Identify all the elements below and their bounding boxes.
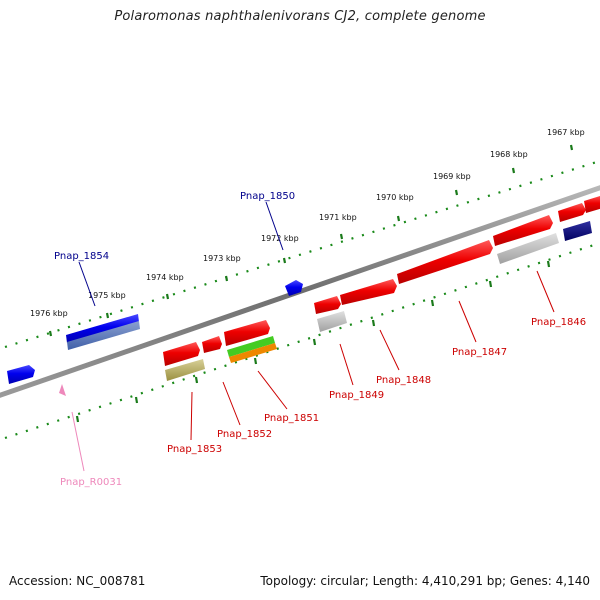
gene-feature-green[interactable] — [227, 336, 275, 357]
gene-label-pnap-1847[interactable]: Pnap_1847 — [452, 347, 507, 358]
gene-label-pnap-1853[interactable]: Pnap_1853 — [167, 444, 222, 455]
tick-label: 1974 kbp — [146, 273, 184, 282]
tick-label: 1970 kbp — [376, 193, 414, 202]
gene-feature-pnap-1852[interactable] — [202, 336, 222, 353]
tick-label: 1968 kbp — [490, 150, 528, 159]
gene-label-pnap-1849[interactable]: Pnap_1849 — [329, 390, 384, 401]
gene-feature-pnap-1848[interactable] — [340, 279, 397, 305]
gene-feature-pnap-1846[interactable] — [493, 215, 553, 246]
gene-label-pnap-r0031[interactable]: Pnap_R0031 — [60, 477, 122, 488]
gene-label-pnap-1851[interactable]: Pnap_1851 — [264, 413, 319, 424]
gene-feature-gray-1846[interactable] — [497, 233, 559, 264]
tick-label: 1976 kbp — [30, 309, 68, 318]
tick-label: 1969 kbp — [433, 172, 471, 181]
outer-major-ticks — [48, 144, 574, 337]
gene-feature-red-right-1[interactable] — [558, 203, 586, 222]
gene-label-pnap-1846[interactable]: Pnap_1846 — [531, 317, 586, 328]
gene-feature-pnap-1849[interactable] — [314, 296, 341, 314]
gene-feature-pnap-1854-b[interactable] — [67, 321, 140, 350]
topology-text: Topology: circular; Length: 4,410,291 bp… — [260, 574, 590, 588]
tick-label: 1973 kbp — [203, 254, 241, 263]
tick-label: 1975 kbp — [88, 291, 126, 300]
gene-label-pnap-1850[interactable]: Pnap_1850 — [240, 191, 295, 202]
gene-feature-pnap-1850[interactable] — [285, 280, 303, 296]
gene-feature-pnap-1851[interactable] — [224, 320, 270, 346]
tick-label: 1972 kbp — [261, 234, 299, 243]
gene-feature-pnap-1847[interactable] — [397, 240, 493, 284]
accession-text: Accession: NC_008781 — [9, 574, 146, 588]
gene-feature-orange[interactable] — [229, 343, 277, 363]
gene-feature-red-right-2[interactable] — [584, 195, 600, 213]
gene-feature-pnap-1854[interactable] — [66, 314, 139, 343]
gene-feature-gray-1849[interactable] — [317, 311, 347, 332]
tick-label: 1967 kbp — [547, 128, 585, 137]
tick-label: 1971 kbp — [319, 213, 357, 222]
gene-labels: Pnap_1854 Pnap_1850 Pnap_1853 Pnap_1852 … — [54, 191, 586, 488]
reverse-features — [163, 195, 600, 381]
gene-feature-left-blue[interactable] — [7, 365, 35, 384]
gene-feature-navy[interactable] — [563, 221, 592, 241]
leader-lines — [71, 201, 555, 472]
gene-label-pnap-1848[interactable]: Pnap_1848 — [376, 375, 431, 386]
gene-label-pnap-1852[interactable]: Pnap_1852 — [217, 429, 272, 440]
forward-features — [7, 221, 592, 384]
gene-feature-pnap-1853-red[interactable] — [163, 342, 200, 366]
map-title: Polaromonas naphthalenivorans CJ2, compl… — [114, 9, 486, 24]
rna-feature-pnap-r0031[interactable] — [59, 384, 66, 396]
scale-labels: 1976 kbp 1975 kbp 1974 kbp 1973 kbp 1972… — [30, 128, 585, 318]
gene-label-pnap-1854[interactable]: Pnap_1854 — [54, 251, 109, 262]
inner-major-ticks — [75, 260, 551, 423]
gene-feature-olive[interactable] — [165, 359, 205, 381]
